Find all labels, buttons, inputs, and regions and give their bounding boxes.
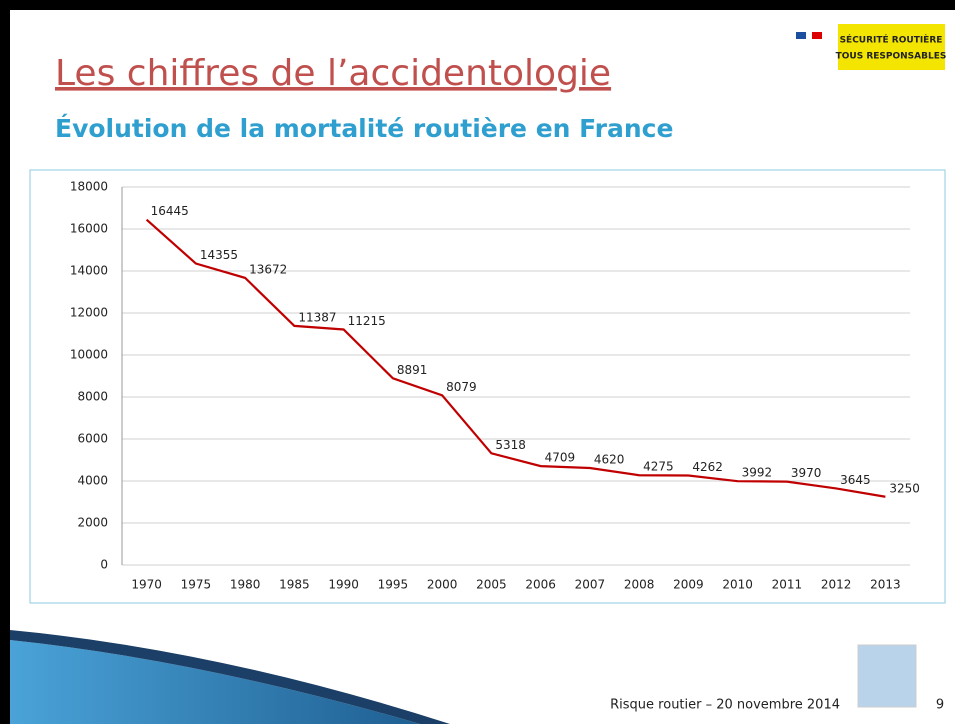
data-label: 4709 [545, 451, 576, 465]
data-label: 3250 [889, 481, 920, 495]
x-tick-label: 1980 [230, 578, 261, 592]
page-number: 9 [936, 698, 944, 713]
x-tick-label: 1970 [131, 578, 162, 592]
x-tick-label: 2006 [525, 578, 556, 592]
data-label: 13672 [249, 262, 287, 276]
x-tick-label: 2010 [722, 578, 753, 592]
x-tick-label: 1990 [328, 578, 359, 592]
data-label: 8891 [397, 363, 428, 377]
data-label: 4275 [643, 460, 674, 474]
y-tick-label: 0 [100, 558, 108, 572]
data-label: 16445 [151, 204, 189, 218]
data-label: 4620 [594, 452, 625, 466]
slide-title: Les chiffres de l’accidentologie [55, 53, 611, 94]
data-label: 8079 [446, 380, 477, 394]
x-tick-label: 2000 [427, 578, 458, 592]
y-tick-label: 18000 [70, 180, 108, 194]
slide-subtitle: Évolution de la mortalité routière en Fr… [55, 114, 673, 143]
logo-flag-area [790, 24, 838, 70]
data-label: 5318 [495, 438, 526, 452]
data-label: 14355 [200, 248, 238, 262]
data-label: 3970 [791, 466, 822, 480]
x-tick-label: 2008 [624, 578, 655, 592]
footer-image [858, 645, 916, 707]
chart-frame [30, 170, 945, 603]
logo-line1: SÉCURITÉ ROUTIÈRE [840, 34, 943, 46]
x-tick-label: 2011 [772, 578, 803, 592]
y-tick-label: 16000 [70, 222, 108, 236]
footer-text: Risque routier – 20 novembre 2014 [610, 698, 840, 713]
x-tick-label: 2007 [575, 578, 606, 592]
logo: SÉCURITÉ ROUTIÈRE TOUS RESPONSABLES [790, 24, 946, 70]
logo-line2: TOUS RESPONSABLES [836, 52, 947, 62]
logo-flag-blue [796, 32, 806, 39]
data-label: 3645 [840, 473, 871, 487]
data-label: 11387 [298, 310, 336, 324]
y-tick-label: 4000 [77, 474, 108, 488]
x-tick-label: 2009 [673, 578, 704, 592]
data-label: 4262 [692, 460, 723, 474]
x-tick-label: 2005 [476, 578, 507, 592]
y-tick-label: 14000 [70, 264, 108, 278]
logo-flag-red [812, 32, 822, 39]
x-tick-label: 1975 [181, 578, 212, 592]
data-label: 11215 [348, 314, 386, 328]
slide: Les chiffres de l’accidentologie Évoluti… [0, 0, 955, 724]
y-tick-label: 6000 [77, 432, 108, 446]
data-label: 3992 [742, 466, 773, 480]
y-tick-label: 10000 [70, 348, 108, 362]
x-tick-label: 2012 [821, 578, 852, 592]
y-tick-label: 2000 [77, 516, 108, 530]
x-tick-label: 1985 [279, 578, 310, 592]
y-tick-label: 12000 [70, 306, 108, 320]
y-tick-label: 8000 [77, 390, 108, 404]
page: Les chiffres de l’accidentologie Évoluti… [0, 0, 955, 724]
x-tick-label: 1995 [378, 578, 409, 592]
x-tick-label: 2013 [870, 578, 901, 592]
